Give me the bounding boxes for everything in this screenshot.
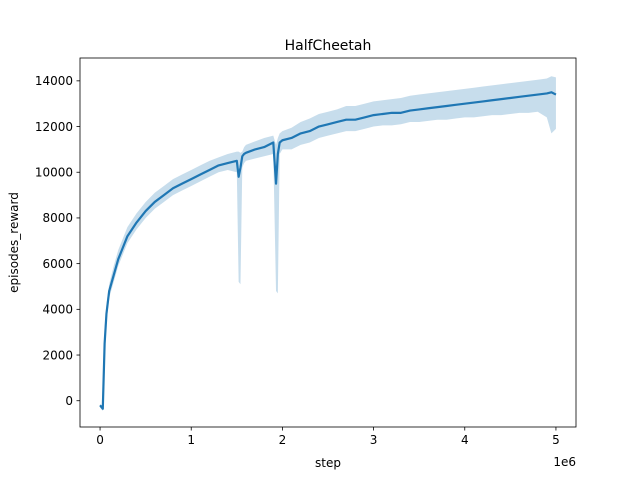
y-tick-label: 14000	[35, 74, 73, 88]
y-tick-label: 12000	[35, 120, 73, 134]
y-axis-label: episodes_reward	[7, 192, 21, 293]
x-tick-label: 2	[279, 433, 287, 447]
y-tick-label: 0	[65, 394, 73, 408]
chart-title: HalfCheetah	[285, 38, 372, 54]
series-line	[99, 91, 557, 410]
axes-frame	[79, 57, 577, 428]
x-tick-label: 4	[461, 433, 469, 447]
x-tick-label: 0	[96, 433, 104, 447]
x-tick-label: 1	[187, 433, 195, 447]
x-tick-label: 3	[370, 433, 378, 447]
plot-area	[99, 76, 557, 412]
y-tick-label: 2000	[42, 348, 73, 362]
y-tick-label: 4000	[42, 303, 73, 317]
confidence-band	[100, 76, 556, 412]
y-tick-label: 10000	[35, 166, 73, 180]
y-tick-label: 6000	[42, 257, 73, 271]
x-axis-label: step	[315, 456, 341, 470]
axes: 0 1 2 3 4 5 0 2000 4000 6000 8000 10000 12000 14000	[35, 57, 577, 447]
x-axis-offset-label: 1e6	[553, 455, 576, 469]
y-tick-label: 8000	[42, 211, 73, 225]
x-tick-label: 5	[552, 433, 560, 447]
